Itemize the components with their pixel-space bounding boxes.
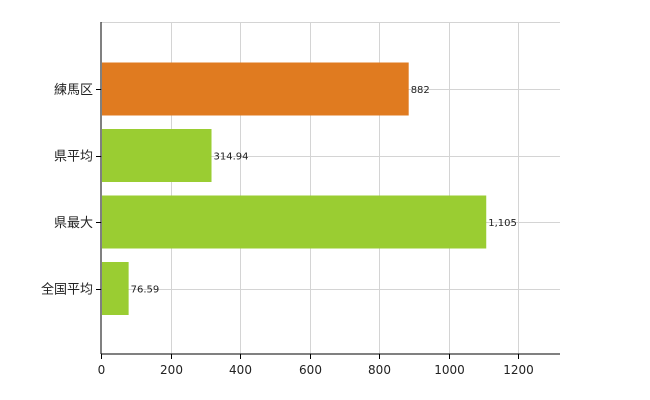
bar xyxy=(102,262,129,315)
value-label: 882 xyxy=(411,85,430,96)
x-tick-label: 800 xyxy=(368,363,391,377)
bars xyxy=(102,62,487,315)
x-tick-label: 400 xyxy=(229,363,252,377)
labels: 0 200 400 600 800 1000 1200 練馬区 882 県平均 314.94 県最大 1… xyxy=(41,83,534,377)
category-label: 県平均 xyxy=(54,150,93,165)
x-tick-label: 1200 xyxy=(503,363,534,377)
x-tick-label: 1000 xyxy=(434,363,465,377)
value-label: 1,105 xyxy=(488,218,517,229)
bar xyxy=(102,195,487,249)
value-label: 76.59 xyxy=(131,285,160,296)
x-tick-label: 600 xyxy=(299,363,322,377)
bar xyxy=(102,62,409,116)
x-tick-label: 200 xyxy=(160,363,183,377)
category-label: 練馬区 xyxy=(54,83,93,98)
category-label: 県最大 xyxy=(54,216,93,231)
bar xyxy=(102,129,212,182)
category-label: 全国平均 xyxy=(41,282,93,298)
x-tick-label: 0 xyxy=(98,363,106,377)
value-label: 314.94 xyxy=(214,152,249,163)
axes xyxy=(96,22,560,359)
